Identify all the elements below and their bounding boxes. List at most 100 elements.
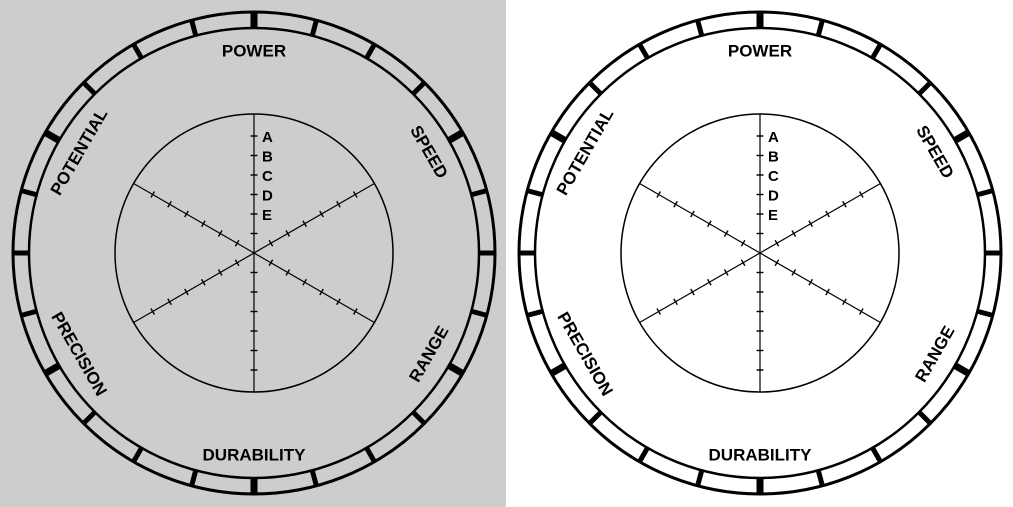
ring-segment-divider <box>364 43 377 60</box>
axis-tick <box>842 298 847 306</box>
ring-segment-divider <box>447 129 465 144</box>
ring-segment-divider <box>815 19 825 37</box>
ring-segment-divider <box>43 362 61 377</box>
axis-tick <box>673 298 678 306</box>
ring-segment-divider <box>43 129 61 144</box>
axis-tick <box>352 191 358 198</box>
axis-spoke <box>759 182 881 254</box>
ring-segment-divider <box>695 469 705 487</box>
ring-segment-divider <box>526 308 544 318</box>
axis-tick <box>285 269 291 276</box>
axis-tick <box>825 288 830 296</box>
ring-segment-divider <box>20 188 38 198</box>
axis-tick <box>302 220 308 228</box>
stand-stat-chart: ABCDEPOWERSPEEDRANGEDURABILITYPRECISIONP… <box>517 10 1003 496</box>
axis-tick <box>200 278 206 286</box>
axis-tick <box>656 191 662 198</box>
axis-tick <box>184 210 189 218</box>
ring-segment-divider <box>447 362 465 377</box>
axis-spoke <box>133 182 255 254</box>
grade-label-e: E <box>768 207 778 224</box>
stat-label-durability: DURABILITY <box>709 446 813 465</box>
axis-tick <box>167 200 172 208</box>
ring-segment-divider <box>953 129 971 144</box>
ring-segment-divider <box>917 410 933 426</box>
axis-spoke <box>253 182 375 254</box>
stat-label-power: POWER <box>222 42 286 61</box>
ring-segment-divider <box>309 469 319 487</box>
axis-tick <box>808 220 814 228</box>
ring-segment-divider <box>637 446 650 463</box>
axis-tick <box>336 200 341 208</box>
axis-tick <box>858 191 864 198</box>
axis-tick <box>319 288 324 296</box>
ring-segment-divider <box>131 43 144 60</box>
grade-label-d: D <box>262 188 273 205</box>
ring-segment-divider <box>411 410 427 426</box>
axis-tick <box>656 308 662 315</box>
axis-tick <box>268 259 274 267</box>
axis-tick <box>200 220 206 228</box>
axis-tick <box>234 239 240 247</box>
ring-segment-divider <box>189 19 199 37</box>
axis-tick <box>825 210 830 218</box>
ring-segment-divider <box>470 308 488 318</box>
axis-tick <box>336 298 341 306</box>
axis-tick <box>774 239 780 247</box>
ring-segment-divider <box>815 469 825 487</box>
ring-segment-divider <box>411 80 427 96</box>
ring-segment-divider <box>870 446 883 463</box>
axis-tick <box>217 269 223 276</box>
axis-tick <box>723 269 729 276</box>
grade-label-a: A <box>768 129 779 146</box>
axis-tick <box>150 308 156 315</box>
ring-segment-divider <box>695 19 705 37</box>
axis-tick <box>285 230 291 237</box>
axis-tick <box>791 269 797 276</box>
ring-segment-divider <box>870 43 883 60</box>
axis-spoke <box>639 252 761 324</box>
ring-segment-divider <box>470 188 488 198</box>
ring-segment-divider <box>309 19 319 37</box>
axis-tick <box>740 259 746 267</box>
axis-tick <box>858 308 864 315</box>
grade-label-e: E <box>262 207 272 224</box>
grade-label-b: B <box>768 149 779 166</box>
axis-spoke <box>133 252 255 324</box>
grade-label-a: A <box>262 129 273 146</box>
ring-segment-divider <box>81 410 97 426</box>
axis-tick <box>723 230 729 237</box>
axis-tick <box>740 239 746 247</box>
ring-segment-divider <box>587 80 603 96</box>
axis-tick <box>690 288 695 296</box>
axis-tick <box>808 278 814 286</box>
axis-tick <box>842 200 847 208</box>
ring-segment-divider <box>637 43 650 60</box>
ring-segment-divider <box>526 188 544 198</box>
axis-tick <box>673 200 678 208</box>
grade-label-c: C <box>768 168 779 185</box>
axis-tick <box>774 259 780 267</box>
ring-segment-divider <box>364 446 377 463</box>
axis-tick <box>167 298 172 306</box>
axis-spoke <box>759 252 881 324</box>
grade-label-d: D <box>768 188 779 205</box>
ring-segment-divider <box>20 308 38 318</box>
stand-stat-chart: ABCDEPOWERSPEEDRANGEDURABILITYPRECISIONP… <box>11 10 497 496</box>
ring-segment-divider <box>81 80 97 96</box>
axis-spoke <box>253 252 375 324</box>
axis-spoke <box>639 182 761 254</box>
axis-tick <box>352 308 358 315</box>
stand-chart-panel-white: A B C D E POWER SPEED RANGE DURABILITY PRECISION P… <box>506 0 1013 507</box>
stat-label-durability: DURABILITY <box>203 446 307 465</box>
stand-chart-panel-gray: A B C D E POWER SPEED RANGE DURABILITY PRECISION P… <box>0 0 506 507</box>
ring-segment-divider <box>976 308 994 318</box>
axis-tick <box>706 220 712 228</box>
grade-label-c: C <box>262 168 273 185</box>
ring-segment-divider <box>131 446 144 463</box>
stat-label-power: POWER <box>728 42 792 61</box>
grade-label-b: B <box>262 149 273 166</box>
axis-tick <box>268 239 274 247</box>
axis-tick <box>184 288 189 296</box>
axis-tick <box>791 230 797 237</box>
